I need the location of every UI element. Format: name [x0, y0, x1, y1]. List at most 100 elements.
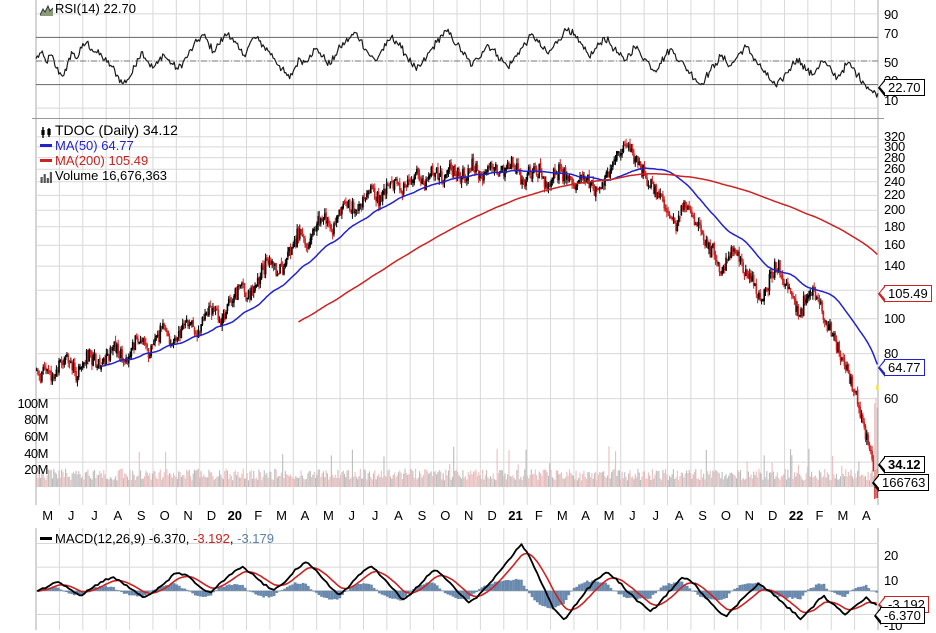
macd-label-hist: -3.179	[237, 531, 274, 546]
x-tick-35: A	[861, 508, 871, 523]
macd-plot	[35, 528, 879, 630]
x-tick-28: S	[698, 508, 707, 523]
x-tick-7: D	[206, 508, 217, 523]
panel-separator-rsi	[32, 118, 884, 119]
price-tick-60: 60	[884, 390, 899, 406]
legend-row-symbol: TDOC (Daily) 34.12	[40, 123, 178, 138]
macd-legend: MACD(12,26,9) -6.370 , -3.192 , -3.179	[40, 531, 274, 546]
x-tick-20: 21	[508, 508, 523, 523]
rsi-plot	[35, 0, 879, 118]
ma50-label: MA(50) 64.77	[55, 138, 134, 153]
price-value-callout: 34.12	[878, 455, 925, 474]
price-tick-160: 160	[884, 237, 906, 253]
rsi-tick-90: 90	[884, 7, 899, 22]
price-tick-260: 260	[884, 161, 906, 177]
volume-value-text: 166763	[882, 475, 926, 490]
rsi-value-callout: 22.70	[878, 78, 925, 97]
macd-label-main: MACD(12,26,9) -6.370	[55, 531, 186, 546]
macd-tick-20: 20	[884, 548, 899, 563]
ma200-value-callout: 105.49	[878, 284, 932, 303]
candlestick-icon	[40, 126, 53, 138]
rsi-value-text: 22.70	[888, 80, 921, 95]
ma50-value-text: 64.77	[888, 360, 921, 375]
x-tick-11: A	[300, 508, 310, 523]
rsi-tick-10: 10	[884, 93, 899, 108]
x-tick-32: 22	[788, 508, 804, 523]
x-tick-26: J	[652, 508, 660, 523]
price-value-text: 34.12	[888, 457, 921, 472]
rsi-tick-70: 70	[884, 26, 899, 41]
x-tick-13: J	[348, 508, 356, 523]
x-tick-16: S	[417, 508, 427, 523]
x-tick-29: O	[720, 508, 732, 523]
ma200-line-swatch-icon	[40, 159, 52, 162]
ma200-label: MA(200) 105.49	[55, 153, 149, 168]
x-tick-27: A	[674, 508, 684, 523]
price-tick-300: 300	[884, 138, 906, 154]
x-tick-31: D	[768, 508, 778, 523]
macd-label-signal: -3.192	[193, 531, 230, 546]
x-tick-25: J	[629, 508, 636, 523]
x-tick-6: N	[183, 508, 193, 523]
rsi-panel: RSI(14) 22.70 90 70 50 30 10 22.70	[0, 0, 936, 118]
macd-comma-2: ,	[229, 531, 238, 546]
price-tick-220: 220	[884, 187, 906, 203]
macd-tick-10: 10	[884, 573, 899, 588]
price-panel: TDOC (Daily) 34.12 MA(50) 64.77 MA(200) …	[0, 119, 936, 505]
volume-tick-100M: 100M	[17, 395, 48, 411]
macd-line-swatch-icon	[40, 537, 52, 540]
rsi-icon	[39, 4, 54, 16]
x-tick-12: M	[322, 508, 334, 523]
rsi-legend-label: RSI(14) 22.70	[55, 1, 136, 16]
x-tick-0: M	[42, 508, 54, 523]
x-tick-18: N	[463, 508, 474, 523]
price-tick-320: 320	[884, 128, 906, 144]
x-tick-10: M	[276, 508, 287, 523]
volume-tick-20M: 20M	[24, 462, 48, 478]
price-tick-80: 80	[884, 345, 899, 361]
x-tick-33: F	[815, 508, 824, 523]
legend-row-volume: Volume 16,676,363	[40, 168, 178, 183]
legend-row-ma50: MA(50) 64.77	[40, 138, 178, 153]
macd-comma-1: ,	[185, 531, 194, 546]
symbol-title: TDOC (Daily) 34.12	[55, 122, 178, 138]
x-tick-19: D	[487, 508, 497, 523]
price-tick-200: 200	[884, 202, 906, 218]
ma50-line-swatch-icon	[40, 144, 52, 147]
price-tick-180: 180	[884, 218, 906, 234]
x-axis: M J J A S O N D 20 F M A M J J A S O N D 21 F M A M J J A S O N D 22 F M A	[0, 505, 936, 527]
price-tick-280: 280	[884, 149, 906, 165]
x-tick-1: J	[67, 508, 75, 523]
x-tick-22: M	[556, 508, 568, 523]
x-tick-4: S	[136, 508, 146, 523]
x-tick-23: A	[581, 508, 590, 523]
price-legend: TDOC (Daily) 34.12 MA(50) 64.77 MA(200) …	[40, 123, 178, 183]
volume-tick-80M: 80M	[24, 412, 48, 428]
bar-chart-icon	[40, 171, 53, 183]
volume-label: Volume 16,676,363	[55, 168, 168, 183]
macd-value-text: -6.370	[884, 608, 921, 623]
volume-tick-40M: 40M	[24, 445, 48, 461]
x-tick-3: A	[113, 508, 123, 523]
ma200-value-text: 105.49	[888, 286, 928, 301]
volume-value-callout: 166763	[872, 473, 930, 492]
ma50-value-callout: 64.77	[878, 358, 925, 377]
macd-value-callout: -6.370	[874, 606, 925, 625]
x-tick-30: N	[744, 508, 755, 523]
x-tick-24: M	[603, 508, 615, 523]
macd-panel: MACD(12,26,9) -6.370 , -3.192 , -3.179 2…	[0, 528, 936, 633]
x-tick-15: A	[394, 508, 403, 523]
x-tick-9: F	[254, 508, 263, 523]
price-tick-100: 100	[884, 310, 906, 326]
rsi-tick-50: 50	[884, 55, 899, 70]
x-tick-14: J	[371, 508, 379, 523]
x-tick-2: J	[91, 508, 98, 523]
price-tick-240: 240	[884, 173, 906, 189]
legend-row-ma200: MA(200) 105.49	[40, 153, 178, 168]
x-tick-8: 20	[227, 508, 243, 523]
x-tick-5: O	[159, 508, 170, 523]
x-tick-17: O	[440, 508, 451, 523]
price-tick-140: 140	[884, 258, 906, 274]
price-plot	[35, 119, 879, 505]
